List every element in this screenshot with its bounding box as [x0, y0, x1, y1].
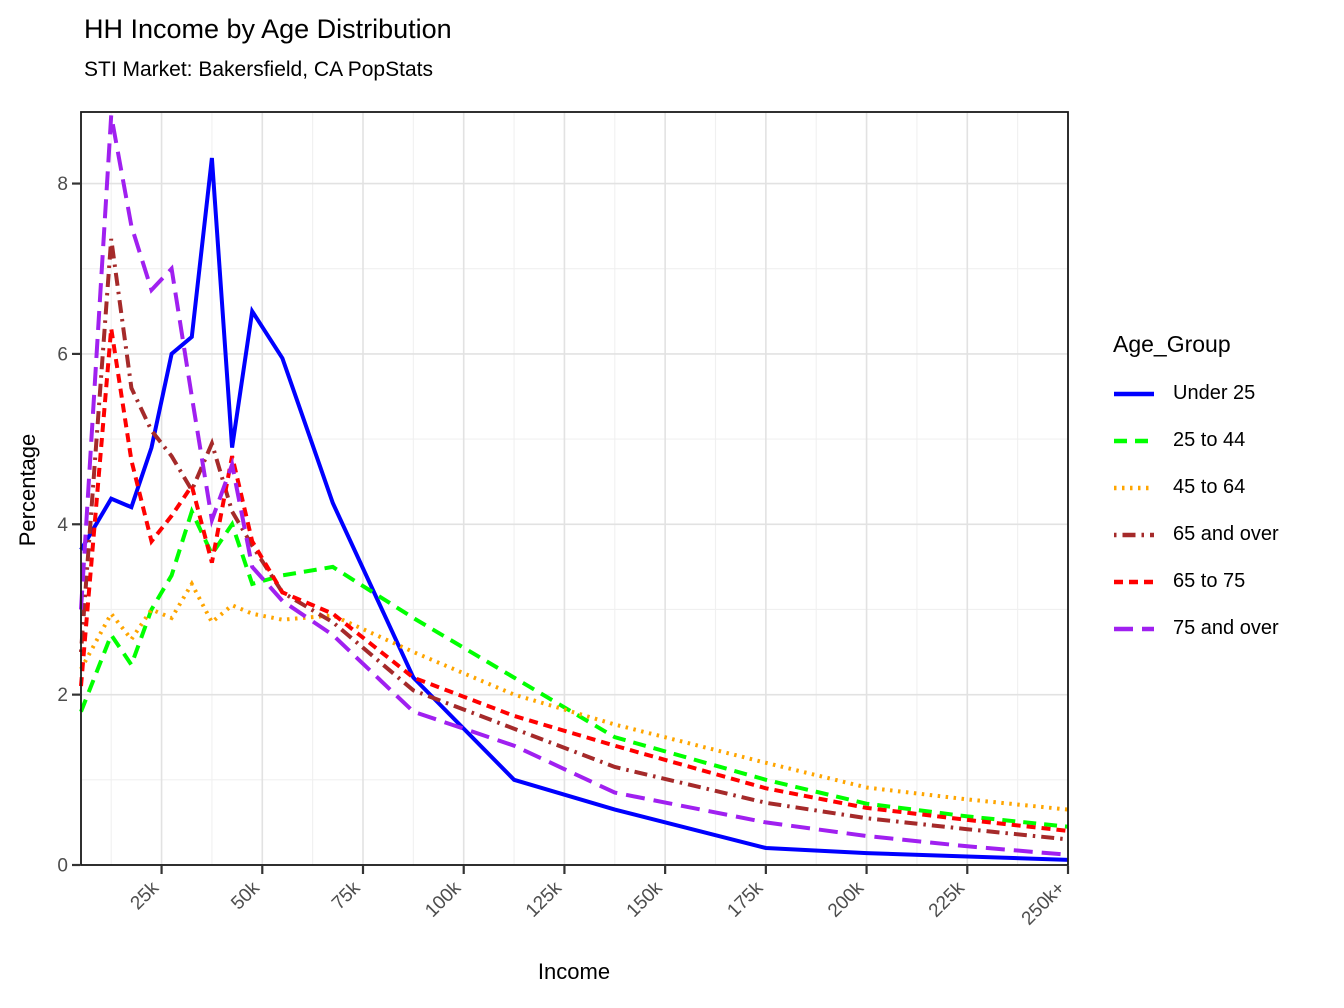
legend-title: Age_Group	[1113, 331, 1231, 357]
x-tick-label: 250k+	[1018, 878, 1070, 930]
legend-item-label: 65 and over	[1173, 523, 1279, 545]
x-tick-label: 25k	[127, 877, 164, 914]
legend-key-line-65-and-over	[1114, 532, 1154, 537]
legend-item-65-and-over: 65 and over	[1113, 511, 1338, 558]
x-tick-label: 125k	[522, 877, 566, 921]
x-tick-label: 150k	[623, 877, 667, 921]
y-tick-label: 4	[57, 515, 68, 536]
legend: Age_Group Under 25 25 to 44 45 to 64 65 and…	[1113, 330, 1338, 652]
legend-item-label: 45 to 64	[1173, 476, 1246, 498]
legend-item-under-25: Under 25	[1113, 370, 1338, 417]
legend-item-25-to-44: 25 to 44	[1113, 417, 1338, 464]
legend-key-line-65-to-75	[1114, 579, 1154, 584]
legend-item-label: 25 to 44	[1173, 429, 1246, 451]
legend-item-label: 75 and over	[1173, 617, 1279, 639]
legend-key-line-45-to-64	[1114, 485, 1154, 490]
x-tick-label: 225k	[925, 877, 969, 921]
y-tick-label: 8	[57, 174, 68, 195]
legend-item-label: 65 to 75	[1173, 570, 1246, 592]
page-title: HH Income by Age Distribution	[84, 14, 452, 44]
x-tick-label: 175k	[723, 877, 767, 921]
legend-item-label: Under 25	[1173, 382, 1256, 404]
legend-key-line-75-and-over	[1114, 626, 1154, 631]
panel-border	[80, 111, 1069, 866]
legend-key-line-under-25	[1114, 391, 1154, 396]
x-tick-label: 100k	[421, 877, 465, 921]
y-axis-title: Percentage	[15, 433, 40, 547]
legend-item-65-to-75: 65 to 75	[1113, 558, 1338, 605]
series-lines	[79, 115, 1069, 862]
legend-item-75-and-over: 75 and over	[1113, 605, 1338, 652]
axis-ticks	[72, 182, 1070, 874]
x-tick-label: 200k	[824, 877, 868, 921]
gridlines-minor	[81, 112, 1068, 865]
series-line-under-25	[79, 157, 1069, 862]
series-line-45-to-64	[79, 579, 1069, 812]
page-subtitle: STI Market: Bakersfield, CA PopStats	[84, 58, 433, 81]
series-line-65-to-75	[79, 328, 1069, 833]
legend-key-line-25-to-44	[1114, 438, 1154, 443]
legend-item-45-to-64: 45 to 64	[1113, 464, 1338, 511]
x-axis-title: Income	[537, 959, 611, 984]
x-tick-label: 75k	[328, 877, 365, 914]
y-tick-label: 0	[57, 856, 68, 877]
panel-background	[81, 112, 1068, 865]
legend-items: Under 25 25 to 44 45 to 64 65 and over 65 to…	[1113, 370, 1338, 652]
y-tick-label: 2	[57, 685, 68, 706]
x-tick-label: 50k	[227, 877, 264, 914]
series-line-25-to-44	[79, 506, 1069, 829]
y-tick-label: 6	[57, 344, 68, 365]
